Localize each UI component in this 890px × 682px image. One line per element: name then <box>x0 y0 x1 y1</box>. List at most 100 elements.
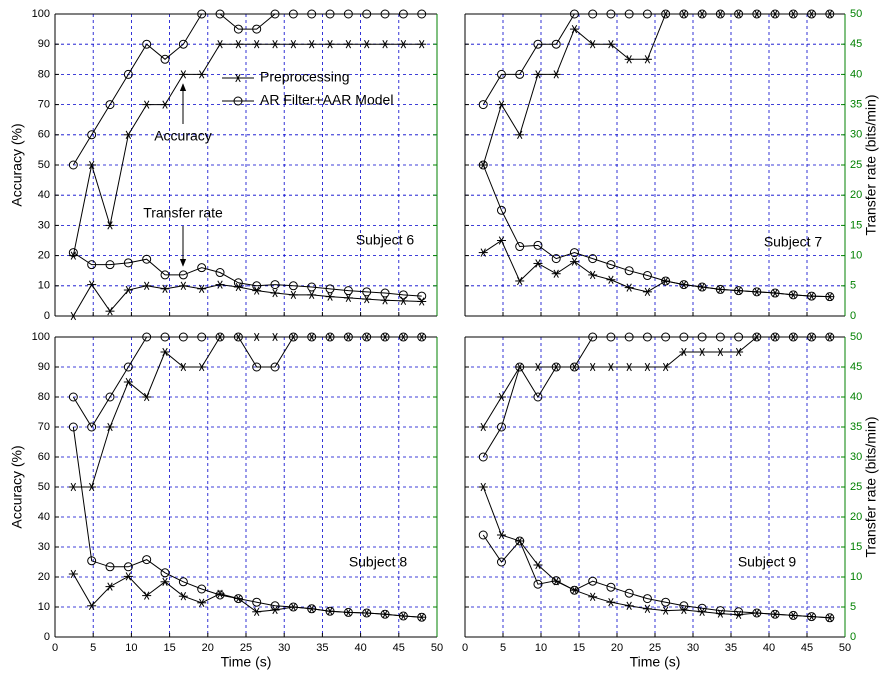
data-point <box>252 286 262 295</box>
data-point <box>624 283 634 292</box>
data-point <box>515 69 525 79</box>
marker-stroke <box>143 392 150 402</box>
y-tick-label: 30 <box>38 541 50 553</box>
data-point <box>661 9 671 19</box>
data-point <box>325 9 335 19</box>
marker-circle <box>661 9 671 19</box>
marker-stroke <box>827 613 833 622</box>
marker-stroke <box>644 604 651 613</box>
marker-stroke <box>272 332 278 342</box>
marker-circle <box>533 392 543 402</box>
annotation: Subject 7 <box>764 234 823 250</box>
data-point <box>588 592 598 601</box>
x-tick-label: 40 <box>354 642 366 654</box>
y2-axis-label: Transfer rate (bits/min) <box>863 416 879 557</box>
data-point <box>588 9 598 19</box>
data-point <box>752 9 762 19</box>
marker-circle <box>551 362 561 372</box>
data-point <box>825 292 835 302</box>
x-axis-label: Time (s) <box>221 654 272 670</box>
marker-circle <box>588 254 598 264</box>
data-point <box>197 584 207 594</box>
marker-circle <box>178 332 188 342</box>
marker-circle <box>734 332 744 342</box>
data-point <box>380 296 390 305</box>
y2-tick-label: 35 <box>850 421 862 433</box>
marker-stroke <box>235 73 241 83</box>
data-point <box>624 601 634 610</box>
data-point <box>606 260 616 270</box>
data-point <box>87 422 97 432</box>
data-point <box>380 332 390 342</box>
marker-circle <box>252 24 262 34</box>
data-point <box>624 588 634 598</box>
data-point <box>197 70 207 79</box>
marker-stroke <box>235 40 242 49</box>
marker-stroke <box>345 40 352 49</box>
marker-circle <box>380 332 390 342</box>
y-tick-label: 20 <box>38 250 50 262</box>
annotation: Subject 8 <box>349 554 408 570</box>
data-point <box>478 530 488 540</box>
marker-circle <box>496 422 506 432</box>
marker-circle <box>496 205 506 215</box>
data-point <box>788 290 798 300</box>
marker-circle <box>398 290 408 300</box>
data-point <box>398 40 408 49</box>
marker-stroke <box>254 607 260 616</box>
marker-stroke <box>199 70 205 79</box>
data-point <box>68 422 78 432</box>
data-point <box>105 221 115 230</box>
y2-tick-label: 0 <box>850 631 856 643</box>
marker-circle <box>606 332 616 342</box>
data-point <box>215 268 225 278</box>
data-point <box>197 263 207 273</box>
marker-circle <box>197 584 207 594</box>
data-point <box>606 332 616 342</box>
data-point <box>606 582 616 592</box>
marker-stroke <box>608 362 614 372</box>
data-point <box>105 307 115 316</box>
marker-stroke <box>364 40 370 49</box>
data-point <box>752 287 762 297</box>
marker-stroke <box>180 592 187 601</box>
marker-stroke <box>681 347 687 357</box>
marker-circle <box>697 282 707 292</box>
marker-circle <box>588 576 598 586</box>
marker-stroke <box>254 286 260 295</box>
marker-stroke <box>125 285 132 295</box>
y-tick-label: 70 <box>38 421 50 433</box>
data-point <box>569 362 579 372</box>
data-point <box>160 54 170 64</box>
data-point <box>679 280 689 290</box>
marker-circle <box>417 9 427 19</box>
marker-circle <box>398 332 408 342</box>
data-point <box>178 362 188 372</box>
data-point <box>770 288 780 298</box>
data-point <box>68 248 78 258</box>
marker-stroke <box>309 40 315 49</box>
marker-circle <box>307 604 317 614</box>
marker-circle <box>478 452 488 462</box>
marker-stroke <box>498 530 505 540</box>
marker-circle <box>105 100 115 110</box>
marker-stroke <box>88 482 95 492</box>
y2-tick-label: 25 <box>850 481 862 493</box>
data-point <box>825 613 835 623</box>
data-point <box>197 284 207 293</box>
data-point <box>697 332 707 342</box>
data-point <box>178 592 188 601</box>
marker-stroke <box>517 276 523 286</box>
marker-circle <box>307 282 317 292</box>
marker-circle <box>807 612 817 622</box>
marker-circle <box>533 39 543 49</box>
y2-tick-label: 10 <box>850 250 862 262</box>
marker-stroke <box>498 392 505 402</box>
data-point <box>252 332 262 342</box>
marker-circle <box>362 287 372 297</box>
y-tick-label: 90 <box>38 361 50 373</box>
x-tick-label: 5 <box>500 642 506 654</box>
data-point <box>734 332 744 342</box>
x-tick-label: 50 <box>839 642 851 654</box>
marker-circle <box>715 284 725 294</box>
